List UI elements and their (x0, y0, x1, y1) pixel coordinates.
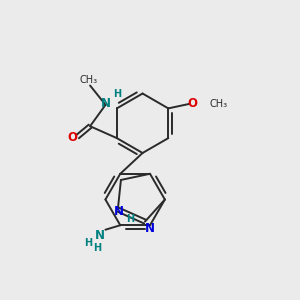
Text: H: H (84, 238, 92, 248)
Text: N: N (145, 222, 155, 235)
Text: H: H (126, 214, 134, 224)
Text: N: N (114, 206, 124, 218)
Text: H: H (93, 243, 101, 253)
Text: N: N (95, 229, 105, 242)
Text: O: O (68, 131, 78, 144)
Text: CH₃: CH₃ (209, 99, 227, 109)
Text: N: N (100, 97, 110, 110)
Text: O: O (188, 98, 198, 110)
Text: CH₃: CH₃ (80, 75, 98, 85)
Text: H: H (113, 89, 121, 99)
